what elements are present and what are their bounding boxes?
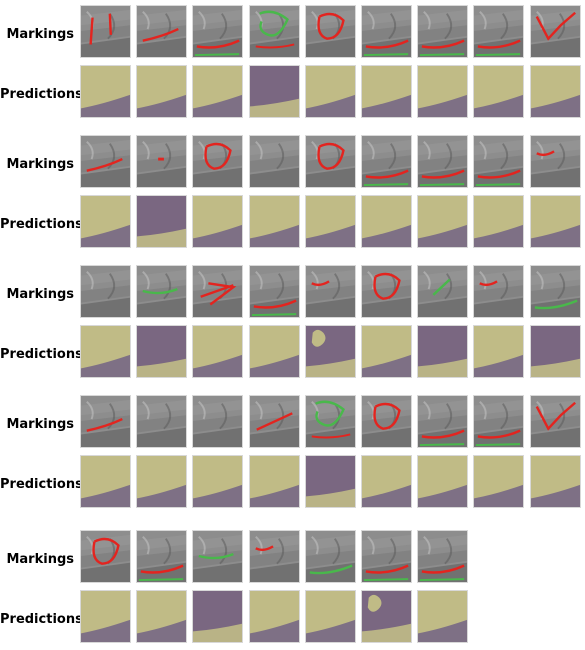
markings-image-tile: [80, 530, 131, 583]
prediction-image-tile: [304, 455, 356, 508]
prediction-image-tile: [80, 590, 131, 643]
prediction-image-tile: [417, 325, 469, 378]
markings-image-tile: [304, 265, 356, 318]
predictions-row-label: Predictions: [0, 477, 83, 492]
markings-image-tile: [361, 530, 412, 583]
predictions-row-label: Predictions: [0, 612, 83, 627]
prediction-image-tile: [192, 65, 244, 118]
prediction-image-tile: [361, 65, 412, 118]
markings-image-tile: [192, 5, 244, 58]
prediction-image-tile: [248, 325, 300, 378]
markings-image-tile: [192, 395, 244, 448]
markings-image-tile: [361, 5, 412, 58]
markings-image-tile: [361, 265, 412, 318]
prediction-image-tile: [473, 455, 525, 508]
markings-row-label: Markings: [6, 27, 74, 42]
prediction-image-tile: [136, 590, 188, 643]
prediction-image-tile: [80, 455, 131, 508]
prediction-image-tile: [304, 590, 356, 643]
predictions-row-label: Predictions: [0, 87, 83, 102]
prediction-image-tile: [248, 65, 300, 118]
markings-image-tile: [192, 530, 244, 583]
markings-image-tile: [80, 135, 131, 188]
markings-image-tile: [248, 265, 300, 318]
markings-image-tile: [473, 135, 525, 188]
markings-image-tile: [417, 135, 469, 188]
markings-image-tile: [248, 395, 300, 448]
markings-image-tile: [248, 530, 300, 583]
markings-image-tile: [304, 5, 356, 58]
markings-image-tile: [136, 5, 188, 58]
prediction-image-tile: [136, 195, 188, 248]
prediction-image-tile: [417, 590, 469, 643]
markings-row-label: Markings: [6, 417, 74, 432]
markings-image-tile: [417, 395, 469, 448]
markings-image-tile: [136, 395, 188, 448]
prediction-image-tile: [192, 325, 244, 378]
markings-image-tile: [80, 265, 131, 318]
prediction-image-tile: [304, 325, 356, 378]
prediction-image-tile: [136, 455, 188, 508]
markings-image-tile: [473, 395, 525, 448]
markings-image-tile: [248, 135, 300, 188]
markings-image-tile: [417, 530, 469, 583]
prediction-image-tile: [473, 195, 525, 248]
prediction-image-tile: [529, 195, 581, 248]
prediction-image-tile: [136, 325, 188, 378]
markings-row-label: Markings: [6, 552, 74, 567]
prediction-image-tile: [248, 590, 300, 643]
markings-image-tile: [80, 395, 131, 448]
markings-image-tile: [361, 135, 412, 188]
prediction-image-tile: [361, 325, 412, 378]
prediction-image-tile: [417, 195, 469, 248]
markings-image-tile: [192, 265, 244, 318]
markings-image-tile: [136, 135, 188, 188]
markings-image-tile: [136, 265, 188, 318]
prediction-image-tile: [304, 65, 356, 118]
predictions-row-label: Predictions: [0, 217, 83, 232]
markings-image-tile: [304, 395, 356, 448]
markings-image-tile: [192, 135, 244, 188]
markings-image-tile: [473, 5, 525, 58]
prediction-image-tile: [248, 195, 300, 248]
markings-image-tile: [80, 5, 131, 58]
prediction-image-tile: [473, 325, 525, 378]
markings-image-tile: [529, 135, 581, 188]
prediction-image-tile: [136, 65, 188, 118]
prediction-image-tile: [248, 455, 300, 508]
prediction-image-tile: [417, 455, 469, 508]
prediction-image-tile: [192, 590, 244, 643]
markings-row-label: Markings: [6, 157, 74, 172]
prediction-image-tile: [304, 195, 356, 248]
prediction-image-tile: [529, 65, 581, 118]
markings-image-tile: [248, 5, 300, 58]
prediction-image-tile: [361, 455, 412, 508]
markings-image-tile: [361, 395, 412, 448]
markings-image-tile: [417, 265, 469, 318]
markings-image-tile: [473, 265, 525, 318]
markings-image-tile: [304, 135, 356, 188]
prediction-image-tile: [529, 325, 581, 378]
markings-image-tile: [529, 265, 581, 318]
markings-image-tile: [529, 5, 581, 58]
prediction-image-tile: [80, 65, 131, 118]
prediction-image-tile: [80, 195, 131, 248]
markings-image-tile: [529, 395, 581, 448]
markings-image-tile: [304, 530, 356, 583]
markings-image-tile: [417, 5, 469, 58]
markings-row-label: Markings: [6, 287, 74, 302]
prediction-image-tile: [192, 455, 244, 508]
prediction-image-tile: [361, 195, 412, 248]
prediction-image-tile: [361, 590, 412, 643]
predictions-row-label: Predictions: [0, 347, 83, 362]
prediction-image-tile: [417, 65, 469, 118]
prediction-image-tile: [192, 195, 244, 248]
prediction-image-tile: [473, 65, 525, 118]
markings-image-tile: [136, 530, 188, 583]
prediction-image-tile: [80, 325, 131, 378]
prediction-image-tile: [529, 455, 581, 508]
